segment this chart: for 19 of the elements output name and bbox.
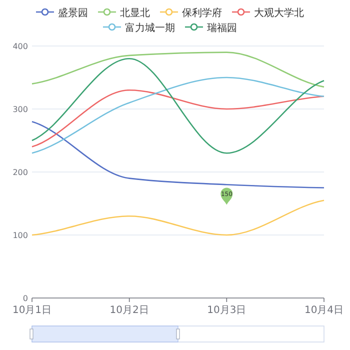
legend-label: 盛景园: [58, 7, 88, 19]
line-series: [31, 52, 325, 88]
y-tick-label: 200: [12, 168, 28, 177]
legend-label: 大观大学北: [254, 7, 304, 19]
x-tick-label: 10月2日: [110, 305, 149, 316]
x-tick-label: 10月3日: [207, 305, 246, 316]
legend-label: 北显北: [120, 7, 150, 19]
legend-label: 保利学府: [182, 7, 222, 19]
legend-label: 富力城一期: [125, 22, 175, 34]
line-series: [31, 76, 325, 154]
y-tick-label: 0: [22, 294, 28, 303]
x-tick-label: 10月1日: [12, 305, 52, 316]
y-tick-label: 300: [12, 105, 28, 114]
x-tick-label: 10月4日: [304, 305, 344, 316]
line-series: [31, 58, 325, 154]
y-tick-label: 100: [12, 231, 28, 240]
line-series: [31, 120, 325, 188]
legend-label: 瑞福园: [207, 22, 237, 34]
y-tick-label: 400: [12, 42, 28, 51]
